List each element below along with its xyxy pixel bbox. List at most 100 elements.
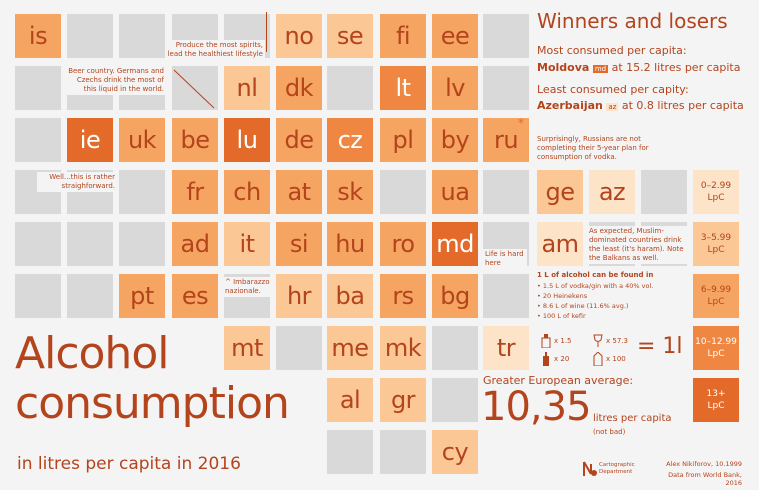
- note-russia: Surprisingly, Russians are not completin…: [535, 134, 653, 163]
- legend-swatch: 10–12.99 LpC: [693, 326, 739, 370]
- legend-unit: LpC: [707, 193, 725, 203]
- legend-swatch: 3–5.99 LpC: [693, 222, 739, 266]
- note-spirits-rule: [266, 12, 267, 52]
- subtitle: in litres per capita in 2016: [17, 454, 241, 474]
- empty-cell: [67, 14, 113, 58]
- russia-asterisk: *: [518, 116, 524, 130]
- empty-cell: [15, 118, 61, 162]
- country-tile-cz: cz: [327, 118, 373, 162]
- empty-cell: [432, 378, 478, 422]
- note-beer: Beer country. Germans and Czechs drink t…: [66, 66, 166, 95]
- country-tile-hu: hu: [327, 222, 373, 266]
- country-tile-dk: dk: [276, 66, 322, 110]
- least-country: Azerbaijan: [537, 99, 603, 112]
- legend-swatch: 0–2.99 LpC: [693, 170, 739, 214]
- kefir-carton-icon: [592, 351, 604, 369]
- empty-cell: [276, 326, 322, 370]
- title-line-1: Alcohol: [15, 328, 169, 379]
- empty-cell: [641, 170, 687, 214]
- empty-cell: [483, 274, 529, 318]
- empty-cell: [15, 274, 61, 318]
- country-tile-pt: pt: [119, 274, 165, 318]
- note-italy: ^ Imbarazzo nazionale.: [223, 277, 273, 297]
- equals-one-litre: = 1l: [637, 334, 683, 359]
- country-tile-fr: fr: [172, 170, 218, 214]
- country-tile-ro: ro: [380, 222, 426, 266]
- equivalence-item: • 20 Heinekens: [537, 292, 588, 300]
- country-tile-si: si: [276, 222, 322, 266]
- average-value: 10,35: [481, 384, 592, 430]
- empty-cell: [15, 66, 61, 110]
- legend-unit: LpC: [707, 349, 725, 359]
- country-tile-ru: ru: [483, 118, 529, 162]
- credit-author: Alex Nikiforov, 10.1999: [666, 460, 742, 468]
- most-value: at 15.2 litres per capita: [611, 61, 741, 74]
- country-tile-ua: ua: [432, 170, 478, 214]
- country-tile-at: at: [276, 170, 322, 214]
- least-line: Azerbaijan az at 0.8 litres per capita: [537, 99, 744, 112]
- winners-heading: Winners and losers: [537, 9, 728, 33]
- note-ireland: Well...this is rather straighforward.: [37, 172, 117, 192]
- logo-text: Cartographic Department: [599, 462, 635, 475]
- legend-range: 10–12.99: [695, 337, 737, 347]
- legend-unit: LpC: [707, 401, 725, 411]
- legend-unit: LpC: [707, 297, 725, 307]
- country-tile-md: md: [432, 222, 478, 266]
- country-tile-de: de: [276, 118, 322, 162]
- country-tile-al: al: [327, 378, 373, 422]
- least-value: at 0.8 litres per capita: [621, 99, 744, 112]
- empty-cell: [67, 274, 113, 318]
- empty-cell: [483, 170, 529, 214]
- empty-cell: [380, 430, 426, 474]
- country-tile-me: me: [327, 326, 373, 370]
- note-muslim: As expected, Muslim- dominated countries…: [587, 226, 687, 264]
- vodka-bottle-icon: [540, 334, 552, 351]
- credit-source: Data from World Bank, 2016: [668, 471, 742, 487]
- empty-cell: [172, 66, 218, 110]
- icon-count: x 100: [606, 355, 626, 363]
- empty-cell: [483, 14, 529, 58]
- equivalence-list: • 1.5 L of vodka/gin with a 40% vol. • 2…: [537, 281, 653, 321]
- legend-unit: LpC: [707, 245, 725, 255]
- country-tile-fi: fi: [380, 14, 426, 58]
- country-tile-es: es: [172, 274, 218, 318]
- country-tile-ba: ba: [327, 274, 373, 318]
- title-line-2: consumption: [15, 378, 290, 429]
- empty-cell: [119, 170, 165, 214]
- equivalence-item: • 100 L of kefir: [537, 312, 586, 320]
- empty-cell: [119, 14, 165, 58]
- empty-cell: [67, 222, 113, 266]
- country-tile-cy: cy: [432, 430, 478, 474]
- legend-swatch: 6–9.99 LpC: [693, 274, 739, 318]
- empty-cell: [432, 326, 478, 370]
- country-tile-uk: uk: [119, 118, 165, 162]
- country-tile-lu: lu: [224, 118, 270, 162]
- average-unit: litres per capita: [593, 413, 672, 424]
- legend-range: 6–9.99: [700, 285, 732, 295]
- empty-cell: [380, 170, 426, 214]
- country-tile-bg: bg: [432, 274, 478, 318]
- legend-swatch: 13+ LpC: [693, 378, 739, 422]
- country-tile-rs: rs: [380, 274, 426, 318]
- country-tile-ad: ad: [172, 222, 218, 266]
- most-country: Moldova: [537, 61, 590, 74]
- empty-cell: [327, 66, 373, 110]
- empty-cell: [15, 222, 61, 266]
- legend-range: 13+: [706, 389, 726, 399]
- country-tile-se: se: [327, 14, 373, 58]
- icon-count: x 1.5: [554, 337, 572, 345]
- legend-range: 3–5.99: [700, 233, 732, 243]
- country-tile-az: az: [589, 170, 635, 214]
- country-tile-gr: gr: [380, 378, 426, 422]
- least-code-badge: az: [606, 103, 619, 111]
- logo-mark-icon: [583, 461, 597, 476]
- country-tile-nl: nl: [224, 66, 270, 110]
- country-tile-it: it: [224, 222, 270, 266]
- country-tile-by: by: [432, 118, 478, 162]
- wine-glass-icon: [592, 334, 604, 351]
- country-tile-tr: tr: [483, 326, 529, 370]
- country-tile-ch: ch: [224, 170, 270, 214]
- country-tile-hr: hr: [276, 274, 322, 318]
- equivalence-heading: 1 L of alcohol can be found in: [537, 271, 654, 279]
